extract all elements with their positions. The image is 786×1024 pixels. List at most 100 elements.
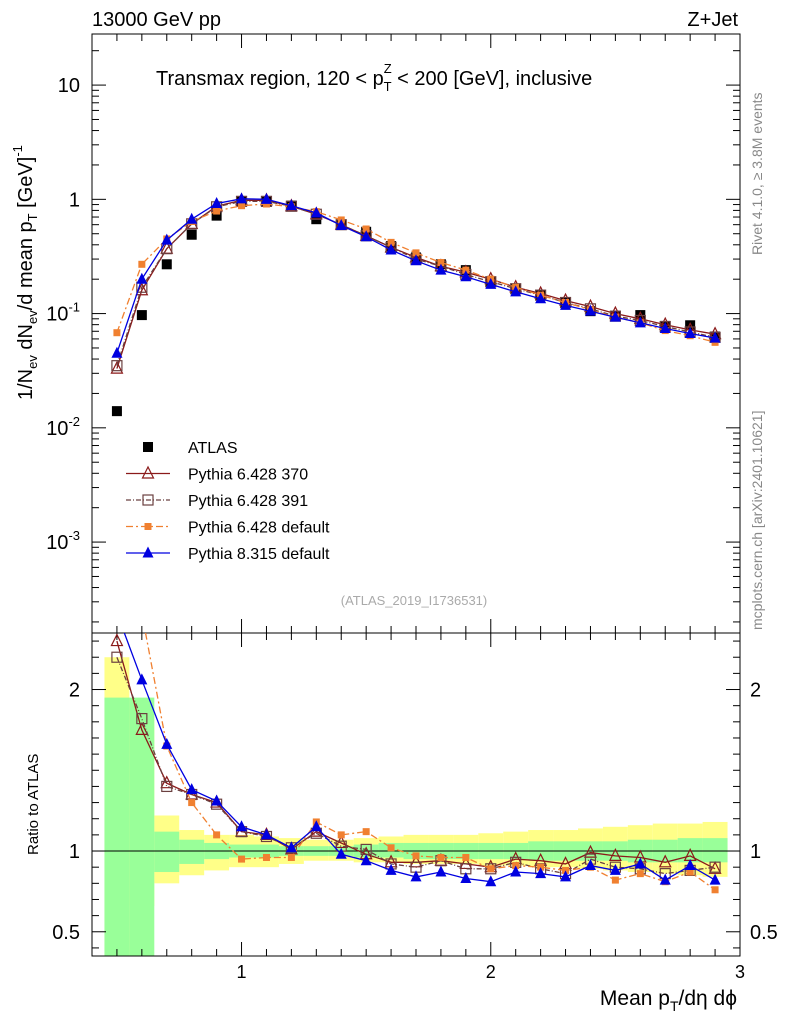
- series-line: [116, 203, 716, 343]
- data-point: [685, 320, 696, 331]
- data-point: [412, 852, 420, 860]
- data-point: [709, 861, 721, 873]
- data-point: [658, 854, 672, 868]
- main-plot-frame: 10-3 10-2 10-1 1 10: [46, 33, 741, 634]
- data-point: [110, 360, 124, 374]
- data-point: [609, 863, 621, 875]
- data-point: [310, 206, 322, 218]
- main-frame-box: [91, 33, 741, 634]
- data-point: [110, 633, 124, 647]
- header-right: Z+Jet: [687, 9, 738, 31]
- legend-label: Pythia 6.428 391: [188, 493, 308, 510]
- ratio-frame-box: [91, 632, 741, 957]
- ratio-tick-label-right: 0.5: [750, 922, 778, 944]
- x-tick-label: 2: [486, 962, 496, 982]
- data-point: [186, 212, 198, 224]
- side-label-bottom: mcplots.cern.ch [arXiv:2401.10621]: [749, 411, 765, 630]
- data-point: [360, 854, 372, 866]
- data-point: [287, 853, 295, 861]
- data-point: [334, 835, 348, 849]
- data-point: [211, 196, 223, 208]
- data-point: [462, 853, 470, 861]
- data-point: [136, 310, 147, 321]
- data-point: [138, 260, 146, 268]
- ratio-tick-label-right: 1: [750, 841, 761, 863]
- ratio-tick-label: 0.5: [52, 922, 80, 944]
- data-point: [136, 673, 148, 685]
- series-line: [116, 199, 716, 369]
- data-point: [142, 494, 154, 506]
- data-point: [684, 859, 696, 871]
- y-tick-label: 1: [69, 189, 80, 211]
- data-point: [608, 848, 622, 861]
- band-inner-bin: [702, 838, 728, 863]
- data-point: [262, 200, 270, 208]
- data-point: [144, 523, 152, 530]
- x-tick-label: 3: [735, 962, 745, 982]
- data-point: [485, 277, 497, 289]
- band-inner-bin: [129, 697, 155, 956]
- data-point: [362, 828, 370, 836]
- legend-label: Pythia 8.315 default: [188, 546, 330, 563]
- data-point: [410, 254, 422, 266]
- data-point: [435, 263, 447, 275]
- ratio-series-group: [110, 633, 722, 894]
- band-inner-bin: [179, 839, 205, 864]
- legend: ATLAS Pythia 6.428 370 Pythia 6.428 391 Pyt…: [126, 440, 330, 563]
- data-point: [161, 259, 172, 270]
- data-point: [709, 331, 721, 343]
- header-left: 13000 GeV pp: [92, 9, 221, 31]
- data-point: [583, 844, 597, 858]
- data-point: [485, 863, 497, 875]
- data-point: [385, 243, 397, 255]
- data-point: [485, 875, 497, 887]
- data-point: [437, 258, 445, 266]
- ratio-uncertainty-bands: [104, 657, 728, 956]
- y-tick-label: 10: [58, 75, 80, 97]
- data-point: [236, 192, 248, 204]
- analysis-id: (ATLAS_2019_I1736531): [341, 593, 487, 608]
- legend-label: ATLAS: [188, 440, 238, 457]
- data-point: [362, 225, 370, 233]
- series-line: [116, 200, 716, 366]
- data-point: [335, 847, 347, 859]
- data-point: [487, 865, 495, 873]
- data-point: [260, 192, 272, 204]
- data-point: [510, 865, 522, 877]
- data-point: [143, 442, 153, 452]
- data-point: [161, 780, 173, 793]
- y-axis-label-ratio: Ratio to ATLAS: [25, 754, 42, 855]
- y-tick-label: 10-1: [46, 300, 80, 326]
- data-point: [636, 870, 644, 878]
- data-point: [238, 202, 246, 210]
- data-point: [686, 868, 694, 876]
- data-point: [213, 207, 221, 215]
- data-point: [535, 292, 547, 304]
- data-point: [236, 820, 248, 832]
- data-point: [435, 865, 447, 877]
- data-point: [387, 844, 395, 852]
- data-point: [188, 799, 196, 807]
- data-point: [460, 270, 472, 282]
- ratio-tick-label: 2: [69, 680, 80, 702]
- data-point: [285, 841, 297, 853]
- ratio-tick-label: 1: [69, 841, 80, 863]
- data-point: [161, 737, 173, 749]
- data-point: [634, 857, 646, 869]
- data-point: [584, 304, 596, 316]
- legend-label: Pythia 6.428 default: [188, 520, 330, 537]
- data-point: [560, 870, 572, 882]
- data-point: [161, 233, 173, 245]
- data-point: [113, 329, 121, 337]
- data-point: [412, 249, 420, 257]
- data-point: [510, 285, 522, 297]
- legend-label: Pythia 6.428 370: [188, 467, 308, 484]
- data-point: [335, 219, 347, 231]
- data-point: [460, 871, 472, 883]
- series-line: [116, 198, 716, 354]
- data-point: [111, 360, 123, 372]
- data-point: [711, 886, 719, 894]
- data-point: [387, 238, 395, 246]
- ratio-tick-label-right: 2: [750, 680, 761, 702]
